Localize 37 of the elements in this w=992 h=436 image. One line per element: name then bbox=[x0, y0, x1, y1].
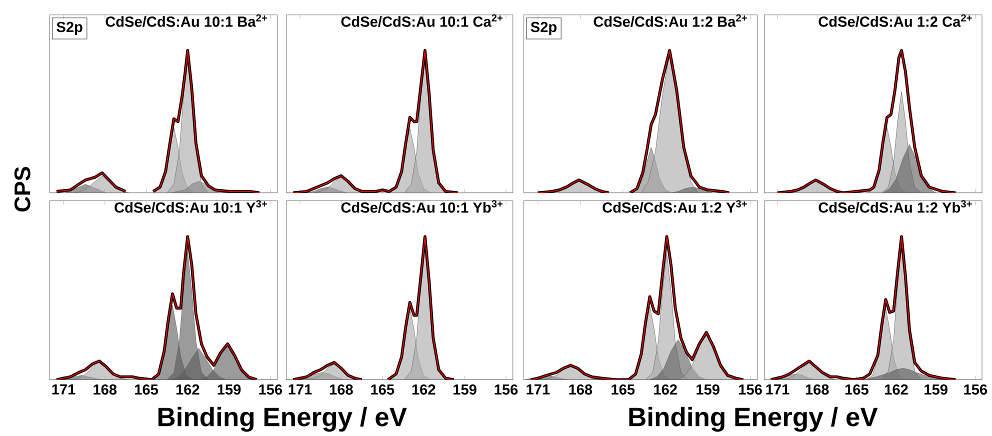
x-tick-label: 165 bbox=[135, 384, 158, 395]
x-tick-label: 165 bbox=[845, 384, 868, 395]
chart-title: CdSe/CdS:Au 10:1 Y$^{3+}$ bbox=[114, 200, 268, 213]
x-tick-label: 159 bbox=[218, 384, 241, 395]
x-tick-label: 162 bbox=[176, 384, 200, 395]
x-tick-label: 171 bbox=[766, 384, 790, 394]
x-axis-title: Binding Energy / eV bbox=[629, 406, 878, 432]
text: S2p bbox=[56, 22, 82, 35]
x-tick-label: 171 bbox=[526, 384, 550, 394]
x-tick-label: 159 bbox=[696, 384, 720, 395]
chart-title: CdSe/CdS:Au 10:1 Ba$^{2+}$ bbox=[106, 14, 268, 27]
chart-title: CdSe/CdS:Au 10:1 Ca$^{2+}$ bbox=[341, 14, 503, 27]
x-tick-label: 165 bbox=[371, 384, 394, 395]
x-tick-label: 156 bbox=[739, 384, 762, 395]
x-tick-label: 168 bbox=[330, 384, 353, 395]
x-tick-label: 156 bbox=[494, 384, 518, 395]
chart-title: CdSe/CdS:Au 1:2 Ca$^{2+}$ bbox=[818, 14, 972, 27]
x-tick-label: 159 bbox=[924, 384, 948, 395]
x-tick-label: 171 bbox=[288, 384, 312, 394]
x-tick-label: 162 bbox=[412, 384, 436, 395]
x-tick-label: 162 bbox=[885, 384, 908, 395]
text: S2p bbox=[530, 22, 557, 35]
x-tick-label: 156 bbox=[259, 384, 282, 395]
x-tick-label: 168 bbox=[806, 384, 829, 395]
y-axis-title: CPS bbox=[14, 166, 30, 212]
x-axis-title: Binding Energy / eV bbox=[158, 406, 407, 432]
x-tick-label: 162 bbox=[654, 384, 677, 395]
chart-title: CdSe/CdS:Au 1:2 Yb$^{3+}$ bbox=[818, 200, 972, 213]
x-tick-label: 168 bbox=[569, 384, 592, 395]
x-tick-label: 156 bbox=[964, 384, 988, 395]
chart-title: CdSe/CdS:Au 1:2 Ba$^{2+}$ bbox=[594, 14, 747, 27]
x-tick-label: 165 bbox=[612, 384, 635, 395]
chart-title: CdSe/CdS:Au 1:2 Y$^{3+}$ bbox=[602, 200, 747, 213]
chart-title: CdSe/CdS:Au 10:1 Yb$^{3+}$ bbox=[341, 200, 503, 213]
x-tick-label: 159 bbox=[454, 384, 476, 395]
x-tick-label: 171 bbox=[52, 384, 76, 394]
x-tick-label: 168 bbox=[94, 384, 117, 395]
